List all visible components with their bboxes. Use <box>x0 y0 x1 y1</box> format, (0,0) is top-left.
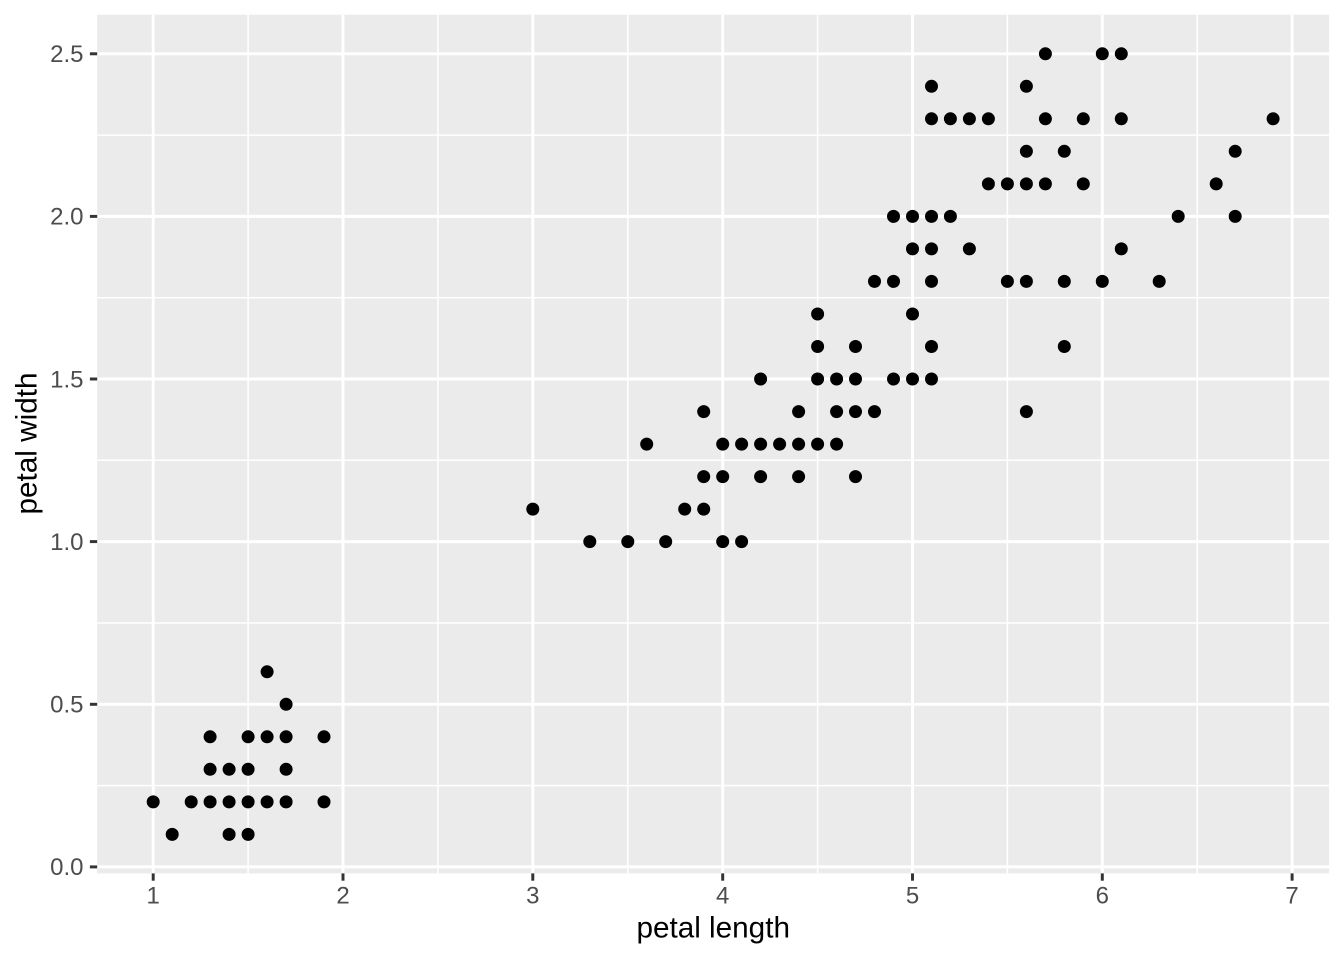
svg-text:0.0: 0.0 <box>50 854 83 881</box>
svg-text:1: 1 <box>147 883 160 910</box>
svg-text:petal width: petal width <box>11 373 44 515</box>
svg-text:4: 4 <box>716 883 729 910</box>
svg-text:1.5: 1.5 <box>50 366 83 393</box>
svg-text:2.0: 2.0 <box>50 204 83 231</box>
svg-text:2: 2 <box>336 883 349 910</box>
svg-text:0.5: 0.5 <box>50 692 83 719</box>
svg-text:7: 7 <box>1285 883 1298 910</box>
svg-text:6: 6 <box>1096 883 1109 910</box>
svg-text:3: 3 <box>526 883 539 910</box>
svg-text:5: 5 <box>906 883 919 910</box>
svg-text:1.0: 1.0 <box>50 529 83 556</box>
svg-text:2.5: 2.5 <box>50 41 83 68</box>
svg-text:petal length: petal length <box>636 912 790 945</box>
